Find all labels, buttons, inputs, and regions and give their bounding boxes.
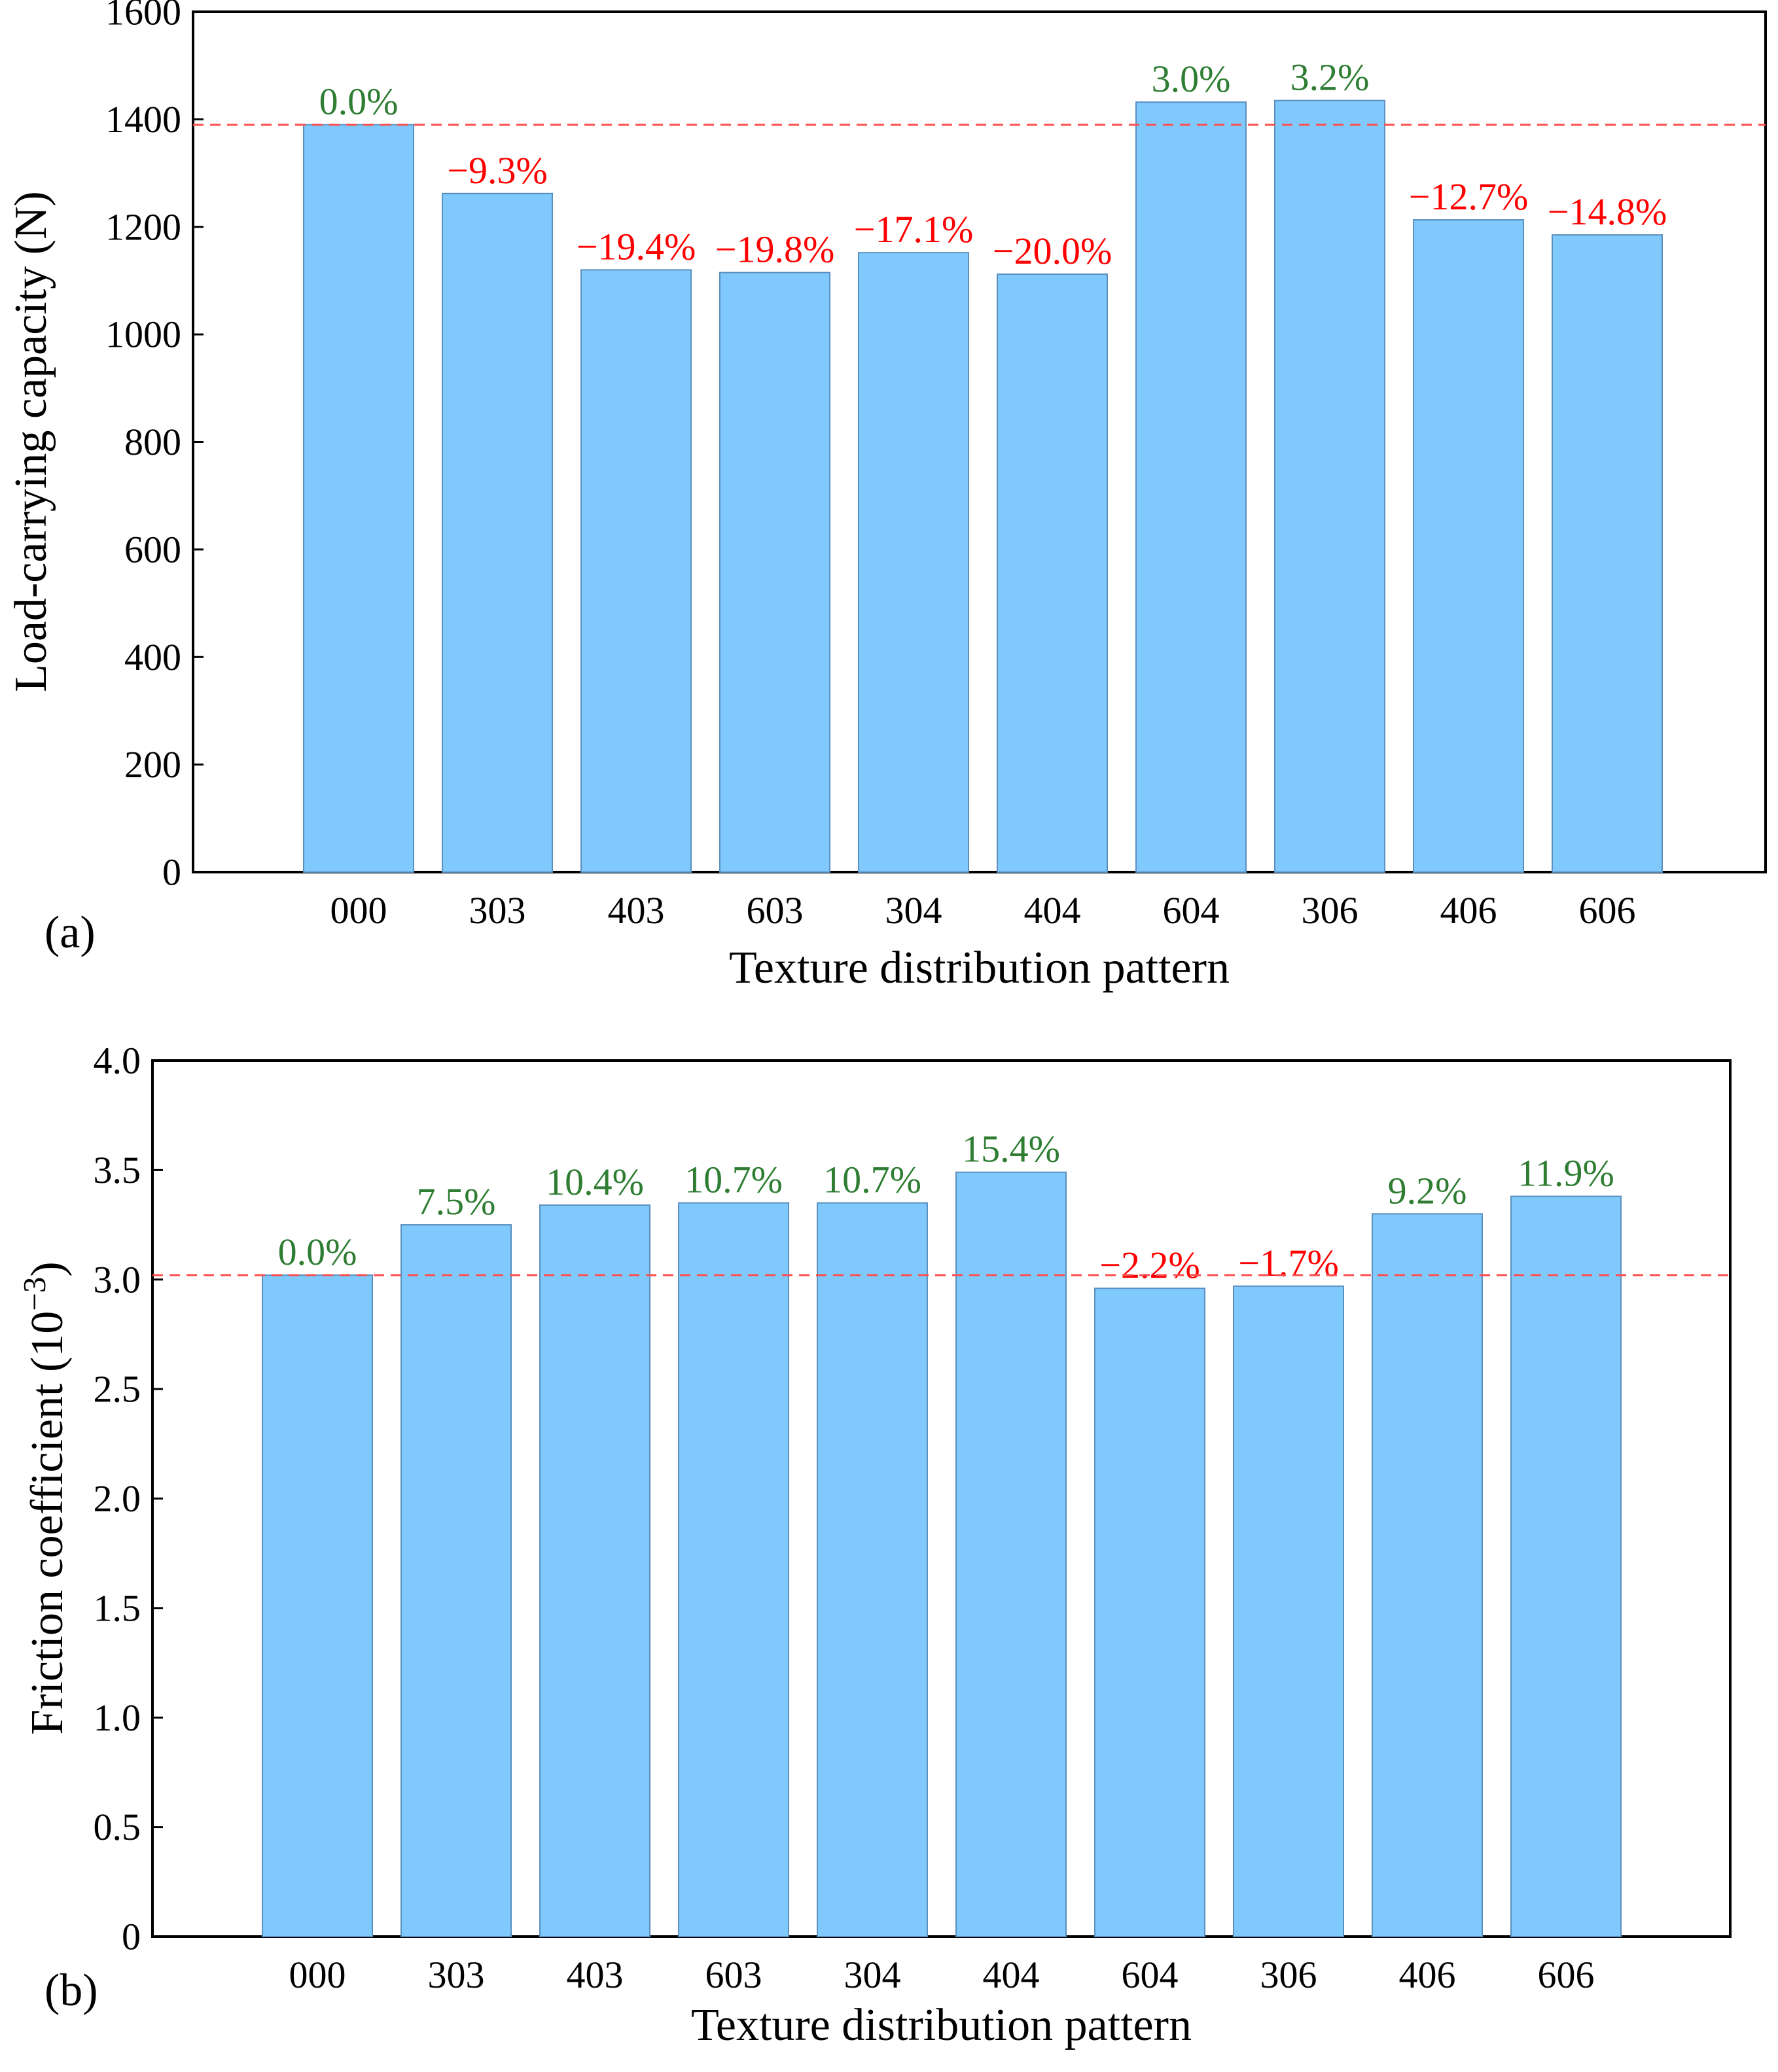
data-label: 9.2% <box>1388 1169 1467 1212</box>
data-label: −2.2% <box>1099 1244 1200 1286</box>
x-tick-label: 306 <box>1260 1954 1317 1996</box>
bar-303 <box>400 1224 512 1937</box>
x-tick-label: 304 <box>844 1954 901 1996</box>
plot-frame <box>192 10 1767 873</box>
x-tick-label: 403 <box>567 1954 624 1996</box>
x-tick-label: 403 <box>608 889 665 932</box>
y-axis-label: Load-carrying capacity (N) <box>6 191 56 692</box>
bar-404 <box>997 273 1108 873</box>
y-tick-label: 0 <box>162 851 181 894</box>
x-tick-label: 303 <box>428 1954 485 1996</box>
bar-306 <box>1233 1285 1344 1937</box>
y-axis-label-superscript: −3 <box>16 1277 52 1311</box>
y-tick-label: 0 <box>122 1916 141 1958</box>
y-axis-label-main: Friction coefficient (10 <box>22 1311 73 1735</box>
x-tick-label: 406 <box>1440 889 1497 932</box>
x-tick-label: 404 <box>1024 889 1081 932</box>
x-tick-label: 404 <box>983 1954 1040 1996</box>
data-label: 3.2% <box>1290 56 1370 99</box>
bar-604 <box>1094 1288 1205 1937</box>
data-label: −17.1% <box>854 208 974 251</box>
x-tick-label: 303 <box>469 889 526 932</box>
data-label: 0.0% <box>319 80 399 123</box>
x-tick-label: 603 <box>705 1954 762 1996</box>
bar-404 <box>955 1171 1067 1937</box>
y-tick-label: 3.0 <box>94 1258 141 1301</box>
data-label: −14.8% <box>1548 190 1667 233</box>
y-tick-label: 0.5 <box>94 1806 141 1848</box>
bar-604 <box>1135 101 1247 873</box>
data-label: −20.0% <box>993 230 1112 272</box>
y-tick-label: 2.5 <box>94 1368 141 1411</box>
bar-000 <box>262 1274 373 1938</box>
bar-403 <box>580 269 692 873</box>
panel-label: (b) <box>44 1965 98 2016</box>
panel-b-chart: 0 0.5 1.0 1.5 2.0 2.5 3.0 3.5 4.0 0.0% 000 7.5% 303 1… <box>16 1040 1732 2050</box>
bar-603 <box>678 1202 789 1937</box>
x-axis-label: Texture distribution pattern <box>729 943 1230 993</box>
data-label: 15.4% <box>962 1128 1060 1170</box>
bar-606 <box>1510 1195 1622 1937</box>
y-tick-label: 1200 <box>105 205 181 248</box>
y-axis-label-suffix: ) <box>22 1261 73 1276</box>
panel-a-chart: 0 200 400 600 800 1000 1200 1400 1600 0.0% 000 −9.3… <box>6 0 1767 993</box>
y-tick-label: 800 <box>124 421 181 463</box>
bar-403 <box>539 1204 650 1937</box>
bar-304 <box>858 252 969 873</box>
x-tick-label: 000 <box>289 1954 346 1996</box>
data-label: 10.7% <box>685 1159 783 1201</box>
y-tick-label: 1600 <box>105 0 181 33</box>
data-label: 10.4% <box>546 1161 644 1203</box>
data-label: −19.8% <box>715 228 835 271</box>
x-tick-label: 406 <box>1399 1954 1456 1996</box>
data-label: 0.0% <box>278 1231 357 1273</box>
data-label: −1.7% <box>1238 1242 1339 1284</box>
y-tick-label: 600 <box>124 528 181 571</box>
y-tick-label: 1400 <box>105 98 181 141</box>
bar-306 <box>1274 99 1385 873</box>
x-tick-label: 304 <box>885 889 942 932</box>
bar-406 <box>1372 1213 1483 1937</box>
x-tick-label: 306 <box>1302 889 1359 932</box>
data-label: 3.0% <box>1152 58 1231 100</box>
y-tick-label: 400 <box>124 636 181 678</box>
x-tick-label: 604 <box>1122 1954 1179 1996</box>
x-tick-label: 604 <box>1163 889 1220 932</box>
y-tick-label: 1.0 <box>94 1696 141 1739</box>
x-tick-label: 606 <box>1538 1954 1595 1996</box>
y-tick-label: 1000 <box>105 313 181 356</box>
y-tick-label: 1.5 <box>94 1587 141 1629</box>
plot-frame <box>151 1059 1732 1938</box>
y-tick-label: 3.5 <box>94 1149 141 1191</box>
bar-606 <box>1552 234 1663 873</box>
y-axis-label: Friction coefficient (10−3) <box>16 1261 73 1734</box>
bar-603 <box>719 272 830 873</box>
x-axis-label: Texture distribution pattern <box>691 2000 1192 2050</box>
x-tick-label: 606 <box>1579 889 1636 932</box>
bar-406 <box>1413 219 1524 873</box>
y-tick-label: 200 <box>124 743 181 786</box>
data-label: 11.9% <box>1518 1152 1614 1195</box>
bar-303 <box>442 192 553 873</box>
data-label: −12.7% <box>1409 175 1529 218</box>
y-tick-label: 2.0 <box>94 1477 141 1520</box>
y-axis-label-main: Load-carrying capacity (N) <box>6 191 56 692</box>
y-tick-label: 4.0 <box>94 1040 141 1082</box>
bar-304 <box>817 1202 928 1937</box>
data-label: 7.5% <box>417 1180 496 1223</box>
x-tick-label: 603 <box>747 889 804 932</box>
data-label: −9.3% <box>447 149 548 192</box>
data-label: 10.7% <box>823 1159 921 1201</box>
data-label: −19.4% <box>577 226 696 268</box>
panel-label: (a) <box>44 907 96 958</box>
bar-000 <box>303 124 414 873</box>
x-tick-label: 000 <box>330 889 387 932</box>
